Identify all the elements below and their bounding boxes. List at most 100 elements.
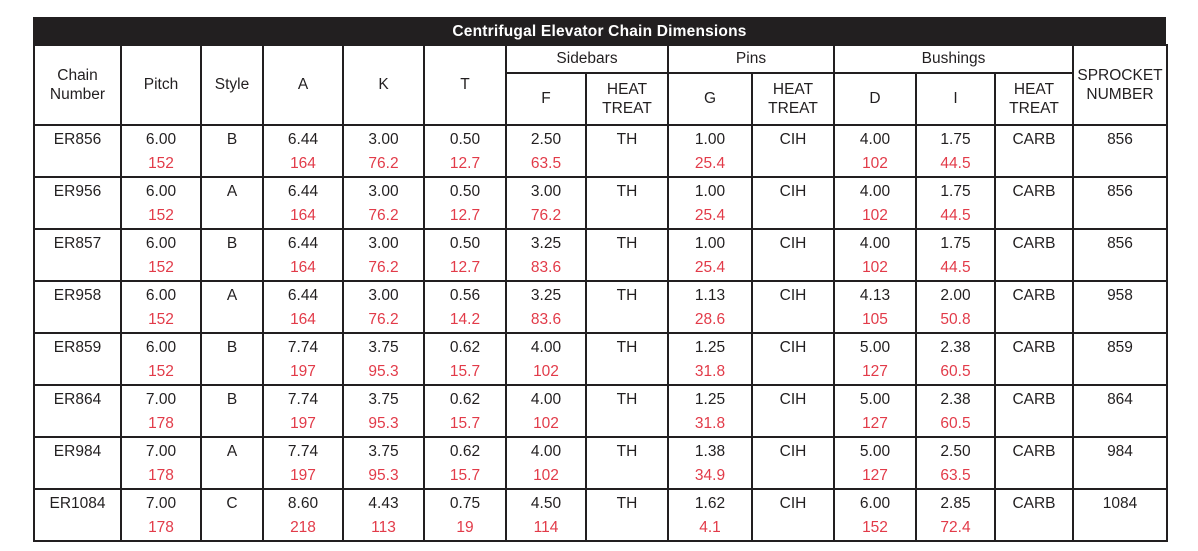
value-inch: ER956 bbox=[53, 183, 102, 200]
value-metric bbox=[203, 308, 261, 331]
cell-i: 1.75 44.5 bbox=[915, 176, 996, 230]
cell-sprocket-number: 856 bbox=[1072, 176, 1168, 230]
table-row: ER856 6.00 152 B 6.44 164 3.00 76.2 0.50 12.7 2.50… bbox=[33, 124, 1168, 178]
header-sidebars-heat-treat: HEAT TREAT bbox=[585, 72, 669, 126]
value-inch: 1.00 bbox=[694, 235, 726, 252]
value-metric bbox=[997, 412, 1071, 435]
cell-a: 6.44 164 bbox=[262, 228, 344, 282]
value-metric: 25.4 bbox=[694, 207, 726, 224]
value-inch: CARB bbox=[1012, 443, 1056, 460]
value-metric: 95.3 bbox=[368, 363, 399, 380]
value-metric bbox=[36, 412, 119, 435]
value-inch: TH bbox=[616, 391, 638, 408]
value-metric: 164 bbox=[290, 311, 316, 328]
value-metric: 15.7 bbox=[449, 363, 481, 380]
cell-sidebars-heat-treat: TH bbox=[585, 176, 669, 230]
value-metric bbox=[754, 360, 832, 383]
cell-style: A bbox=[200, 436, 264, 490]
cell-t: 0.50 12.7 bbox=[423, 124, 507, 178]
cell-chain-number: ER1084 bbox=[33, 488, 122, 542]
value-metric bbox=[36, 152, 119, 175]
value-metric: 102 bbox=[862, 155, 888, 172]
cell-style: C bbox=[200, 488, 264, 542]
value-metric: 83.6 bbox=[530, 259, 562, 276]
cell-k: 4.43 113 bbox=[342, 488, 425, 542]
value-inch: 3.75 bbox=[368, 443, 399, 460]
value-metric bbox=[997, 308, 1071, 331]
value-metric bbox=[997, 464, 1071, 487]
cell-i: 2.85 72.4 bbox=[915, 488, 996, 542]
cell-pitch: 6.00 152 bbox=[120, 228, 202, 282]
table-row: ER984 7.00 178 A 7.74 197 3.75 95.3 0.62 15.7 4.00… bbox=[33, 436, 1168, 490]
value-metric bbox=[203, 464, 261, 487]
value-inch: 1.25 bbox=[694, 391, 726, 408]
value-metric: 15.7 bbox=[449, 415, 481, 432]
value-inch: 4.00 bbox=[530, 391, 562, 408]
value-metric bbox=[754, 464, 832, 487]
value-metric: 95.3 bbox=[368, 467, 399, 484]
value-metric: 12.7 bbox=[449, 155, 481, 172]
value-metric: 50.8 bbox=[940, 311, 971, 328]
value-metric: 76.2 bbox=[530, 207, 562, 224]
value-inch: CARB bbox=[1012, 391, 1056, 408]
header-a: A bbox=[262, 44, 344, 126]
cell-i: 2.38 60.5 bbox=[915, 332, 996, 386]
cell-g: 1.62 4.1 bbox=[667, 488, 753, 542]
cell-style: B bbox=[200, 332, 264, 386]
value-metric bbox=[754, 308, 832, 331]
value-metric bbox=[36, 516, 119, 539]
value-inch: 0.75 bbox=[449, 495, 481, 512]
header-pins-heat-treat: HEAT TREAT bbox=[751, 72, 835, 126]
value-inch: CIH bbox=[779, 183, 807, 200]
value-metric: 218 bbox=[290, 519, 316, 536]
value-metric: 44.5 bbox=[940, 207, 971, 224]
value-metric: 76.2 bbox=[368, 311, 399, 328]
cell-t: 0.56 14.2 bbox=[423, 280, 507, 334]
value-inch: ER864 bbox=[53, 391, 102, 408]
value-metric bbox=[997, 256, 1071, 279]
value-inch: CIH bbox=[779, 131, 807, 148]
header-group-row: Chain Number Pitch Style A K T Sidebars … bbox=[33, 44, 1168, 126]
value-metric bbox=[588, 412, 666, 435]
value-metric bbox=[588, 256, 666, 279]
value-metric bbox=[36, 360, 119, 383]
value-inch: 1.75 bbox=[940, 183, 971, 200]
value-inch: ER1084 bbox=[49, 495, 106, 512]
header-style: Style bbox=[200, 44, 264, 126]
table-header: Chain Number Pitch Style A K T Sidebars … bbox=[33, 44, 1168, 126]
value-inch: 2.00 bbox=[940, 287, 971, 304]
table-row: ER956 6.00 152 A 6.44 164 3.00 76.2 0.50 12.7 3.00… bbox=[33, 176, 1168, 230]
value-metric: 31.8 bbox=[694, 363, 726, 380]
value-inch: CIH bbox=[779, 391, 807, 408]
value-inch: CARB bbox=[1012, 183, 1056, 200]
header-bushings-heat-treat: HEAT TREAT bbox=[994, 72, 1074, 126]
value-inch: 4.50 bbox=[530, 495, 562, 512]
value-metric bbox=[997, 152, 1071, 175]
value-metric bbox=[588, 308, 666, 331]
value-metric: 44.5 bbox=[940, 155, 971, 172]
cell-k: 3.75 95.3 bbox=[342, 332, 425, 386]
cell-pitch: 6.00 152 bbox=[120, 280, 202, 334]
value-metric: 60.5 bbox=[940, 415, 971, 432]
value-metric: 127 bbox=[862, 415, 888, 432]
table-row: ER958 6.00 152 A 6.44 164 3.00 76.2 0.56 14.2 3.25… bbox=[33, 280, 1168, 334]
cell-g: 1.25 31.8 bbox=[667, 384, 753, 438]
table-row: ER859 6.00 152 B 7.74 197 3.75 95.3 0.62 15.7 4.00… bbox=[33, 332, 1168, 386]
cell-t: 0.62 15.7 bbox=[423, 332, 507, 386]
value-metric: 25.4 bbox=[694, 259, 726, 276]
cell-f: 4.00 102 bbox=[505, 384, 587, 438]
value-inch: 3.00 bbox=[368, 235, 399, 252]
cell-f: 2.50 63.5 bbox=[505, 124, 587, 178]
value-metric bbox=[1075, 412, 1165, 435]
header-group-bushings: Bushings bbox=[833, 44, 1074, 74]
cell-d: 4.00 102 bbox=[833, 124, 917, 178]
value-inch: B bbox=[226, 131, 238, 148]
value-metric: 102 bbox=[533, 467, 559, 484]
value-metric: 164 bbox=[290, 207, 316, 224]
cell-sprocket-number: 1084 bbox=[1072, 488, 1168, 542]
value-inch: 7.00 bbox=[145, 391, 177, 408]
header-g: G bbox=[667, 72, 753, 126]
cell-style: B bbox=[200, 124, 264, 178]
cell-sidebars-heat-treat: TH bbox=[585, 436, 669, 490]
cell-sidebars-heat-treat: TH bbox=[585, 124, 669, 178]
